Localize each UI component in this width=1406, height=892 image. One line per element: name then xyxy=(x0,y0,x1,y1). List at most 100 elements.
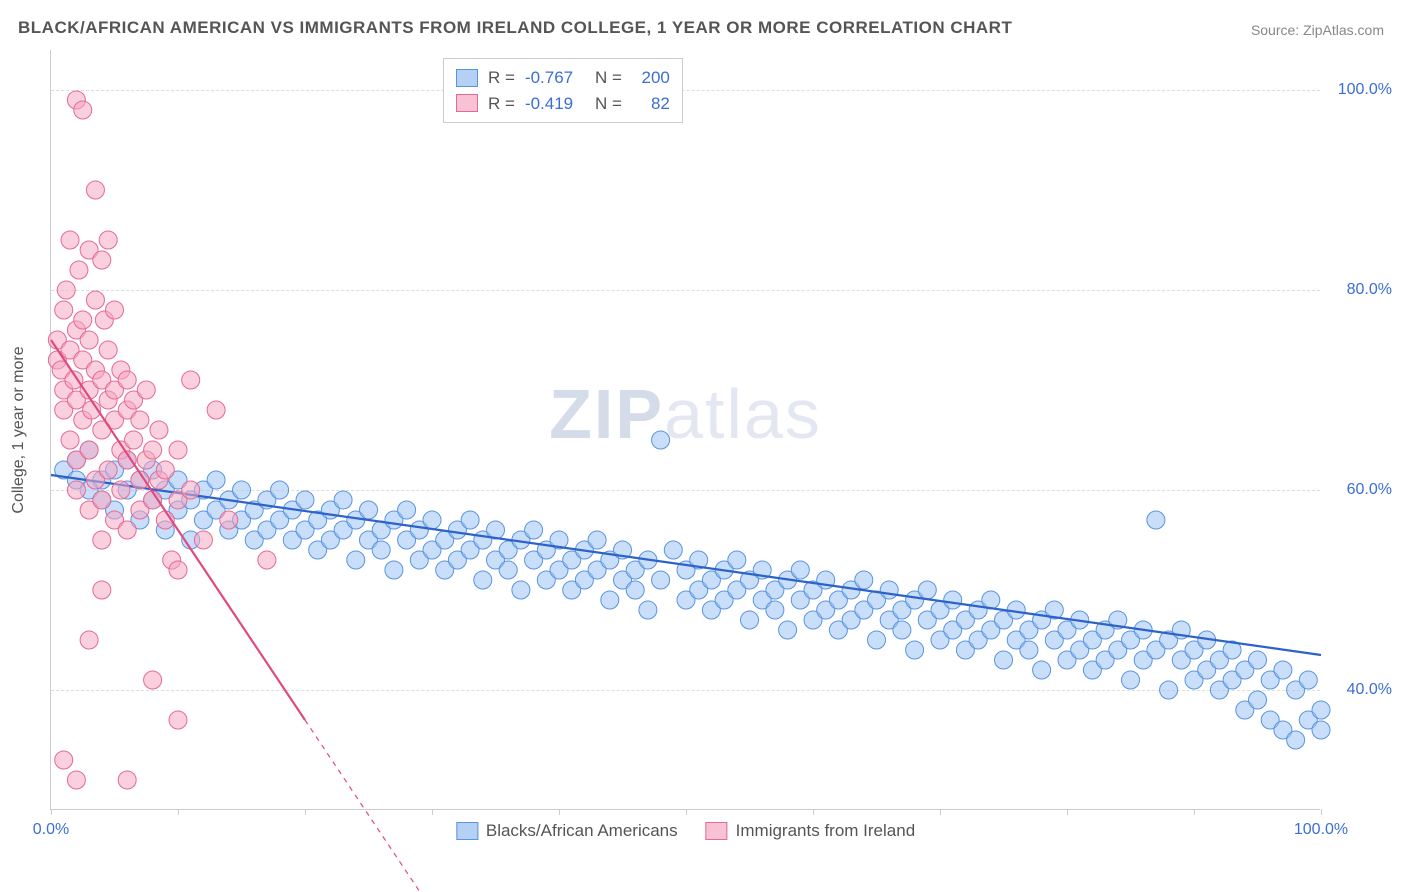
scatter-point xyxy=(639,601,657,619)
scatter-point xyxy=(1122,671,1140,689)
scatter-point xyxy=(57,281,75,299)
scatter-point xyxy=(893,621,911,639)
scatter-point xyxy=(525,521,543,539)
r-label: R = xyxy=(488,91,515,117)
r-value: -0.419 xyxy=(525,91,585,117)
x-tick xyxy=(686,809,687,815)
scatter-point xyxy=(182,481,200,499)
scatter-point xyxy=(398,501,416,519)
y-tick-label: 60.0% xyxy=(1347,481,1392,499)
x-tick xyxy=(940,809,941,815)
scatter-point xyxy=(99,231,117,249)
chart-title: BLACK/AFRICAN AMERICAN VS IMMIGRANTS FRO… xyxy=(18,18,1012,38)
y-tick-label: 80.0% xyxy=(1347,281,1392,299)
scatter-point xyxy=(1274,661,1292,679)
scatter-point xyxy=(106,301,124,319)
x-tick xyxy=(51,809,52,815)
scatter-point xyxy=(741,611,759,629)
scatter-point xyxy=(220,511,238,529)
bottom-legend: Blacks/African Americans Immigrants from … xyxy=(456,821,915,841)
scatter-point xyxy=(144,671,162,689)
scatter-point xyxy=(99,461,117,479)
r-value: -0.767 xyxy=(525,65,585,91)
x-tick xyxy=(432,809,433,815)
scatter-point xyxy=(372,541,390,559)
trend-line-dashed xyxy=(305,720,432,892)
scatter-point xyxy=(766,601,784,619)
scatter-point xyxy=(347,551,365,569)
n-label: N = xyxy=(595,65,622,91)
y-axis-label: College, 1 year or more xyxy=(10,346,28,513)
r-label: R = xyxy=(488,65,515,91)
scatter-point xyxy=(499,561,517,579)
scatter-point xyxy=(55,301,73,319)
scatter-point xyxy=(70,261,88,279)
scatter-point xyxy=(385,561,403,579)
scatter-point xyxy=(118,771,136,789)
scatter-point xyxy=(918,581,936,599)
scatter-point xyxy=(182,371,200,389)
scatter-point xyxy=(125,431,143,449)
chart-container: BLACK/AFRICAN AMERICAN VS IMMIGRANTS FRO… xyxy=(0,0,1406,892)
scatter-point xyxy=(80,331,98,349)
scatter-point xyxy=(588,531,606,549)
scatter-point xyxy=(1299,671,1317,689)
scatter-point xyxy=(150,421,168,439)
legend-label: Blacks/African Americans xyxy=(486,821,678,841)
legend-swatch xyxy=(456,94,478,112)
scatter-point xyxy=(296,491,314,509)
scatter-point xyxy=(271,481,289,499)
scatter-point xyxy=(194,531,212,549)
x-tick xyxy=(1321,809,1322,815)
y-tick-label: 100.0% xyxy=(1338,81,1392,99)
legend-label: Immigrants from Ireland xyxy=(736,821,916,841)
scatter-point xyxy=(156,461,174,479)
scatter-point xyxy=(61,231,79,249)
scatter-point xyxy=(93,251,111,269)
legend-swatch xyxy=(706,822,728,840)
scatter-point xyxy=(601,591,619,609)
scatter-point xyxy=(855,571,873,589)
scatter-point xyxy=(118,371,136,389)
x-tick-label: 0.0% xyxy=(33,821,69,839)
scatter-point xyxy=(258,551,276,569)
scatter-point xyxy=(360,501,378,519)
x-tick xyxy=(1194,809,1195,815)
plot-area: College, 1 year or more ZIPatlas 40.0%60… xyxy=(50,50,1320,810)
legend-swatch xyxy=(456,69,478,87)
legend-stats-row: R = -0.419 N = 82 xyxy=(456,91,670,117)
scatter-point xyxy=(112,481,130,499)
scatter-point xyxy=(1033,661,1051,679)
scatter-point xyxy=(791,561,809,579)
scatter-point xyxy=(207,471,225,489)
scatter-point xyxy=(74,101,92,119)
scatter-point xyxy=(906,641,924,659)
x-tick xyxy=(305,809,306,815)
scatter-point xyxy=(652,431,670,449)
legend-stats-row: R =-0.767N =200 xyxy=(456,65,670,91)
scatter-point xyxy=(423,511,441,529)
scatter-point xyxy=(1312,721,1330,739)
x-tick xyxy=(813,809,814,815)
n-value: 82 xyxy=(632,91,670,117)
scatter-point xyxy=(207,401,225,419)
scatter-point xyxy=(461,511,479,529)
trend-line xyxy=(51,475,1321,655)
scatter-point xyxy=(169,441,187,459)
scatter-point xyxy=(93,581,111,599)
scatter-point xyxy=(67,481,85,499)
scatter-point xyxy=(93,491,111,509)
x-tick-label: 100.0% xyxy=(1294,821,1348,839)
legend-stats-box: R =-0.767N =200R =-0.419N =82 xyxy=(443,58,683,123)
scatter-point xyxy=(1249,691,1267,709)
scatter-point xyxy=(728,551,746,569)
scatter-point xyxy=(664,541,682,559)
scatter-point xyxy=(233,481,251,499)
scatter-point xyxy=(86,291,104,309)
scatter-point xyxy=(74,311,92,329)
scatter-point xyxy=(169,561,187,579)
scatter-point xyxy=(944,591,962,609)
scatter-point xyxy=(86,181,104,199)
n-label: N = xyxy=(595,91,622,117)
scatter-point xyxy=(626,581,644,599)
